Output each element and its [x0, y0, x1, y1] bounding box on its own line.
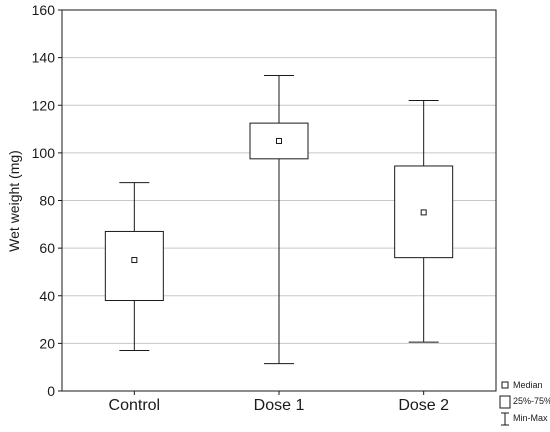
- y-tick-label: 40: [39, 288, 55, 304]
- y-tick-label: 120: [32, 97, 56, 113]
- box-group-dose-2: [394, 99, 454, 343]
- legend: Median 25%-75% Min-Max: [499, 380, 550, 426]
- legend-box-symbol: [499, 395, 511, 409]
- legend-label-box: 25%-75%: [513, 396, 550, 406]
- median-marker: [131, 257, 138, 264]
- y-tick-label: 100: [32, 145, 56, 161]
- box-group-dose-1: [249, 74, 309, 365]
- y-tick-label: 60: [39, 240, 55, 256]
- legend-label-median: Median: [513, 380, 543, 390]
- y-tick-label: 160: [32, 2, 56, 18]
- y-axis-title: Wet weight (mg): [6, 150, 22, 252]
- y-tick-label: 140: [32, 50, 56, 66]
- median-marker: [420, 209, 427, 216]
- y-tick-label: 0: [47, 383, 55, 399]
- x-tick-label: Control: [109, 397, 161, 414]
- x-tick-label: Dose 2: [398, 397, 449, 414]
- iqr-box: [104, 230, 164, 302]
- y-tick-label: 80: [39, 193, 55, 209]
- y-axis-ticks: 0 20 40 60 80 100 120 140 160: [32, 2, 62, 399]
- x-axis-labels: Control Dose 1 Dose 2: [109, 391, 449, 414]
- boxes: [104, 74, 454, 365]
- legend-median-symbol: [501, 381, 509, 389]
- legend-label-whisker: Min-Max: [513, 413, 548, 423]
- y-tick-label: 20: [39, 335, 55, 351]
- median-marker: [276, 137, 282, 144]
- x-tick-label: Dose 1: [254, 397, 305, 414]
- box-group-control: [104, 182, 164, 352]
